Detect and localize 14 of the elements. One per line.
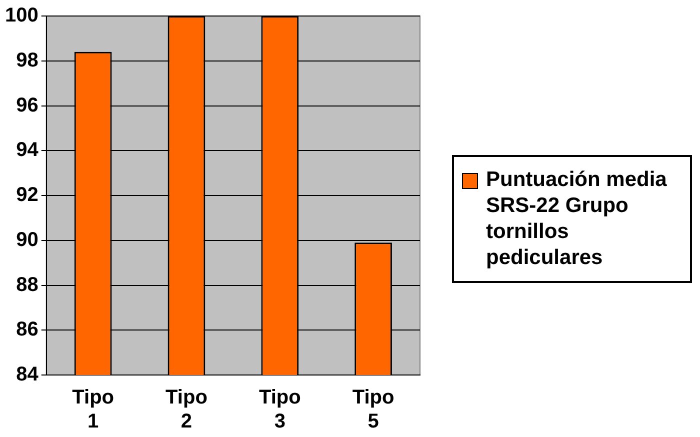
x-tick-label: Tipo 1: [72, 386, 114, 433]
y-tick-label: 96: [16, 94, 38, 116]
x-tick-label: Tipo 3: [258, 386, 301, 433]
y-tick-label: 84: [16, 364, 40, 386]
y-tick-label: 100: [4, 4, 38, 27]
y-tick-label: 86: [16, 318, 38, 341]
x-tick-label: Tipo 2: [166, 386, 208, 433]
x-tick-label: Tipo 5: [352, 386, 394, 433]
legend-label: Puntuación media SRS-22 Grupo tornillos pediculares: [486, 167, 668, 271]
y-tick-label: 90: [16, 228, 38, 251]
y-tick-label: 92: [16, 184, 38, 206]
y-tick-label: 94: [16, 139, 40, 162]
y-tick-label: 98: [16, 49, 38, 72]
y-tick-label: 88: [16, 274, 38, 296]
